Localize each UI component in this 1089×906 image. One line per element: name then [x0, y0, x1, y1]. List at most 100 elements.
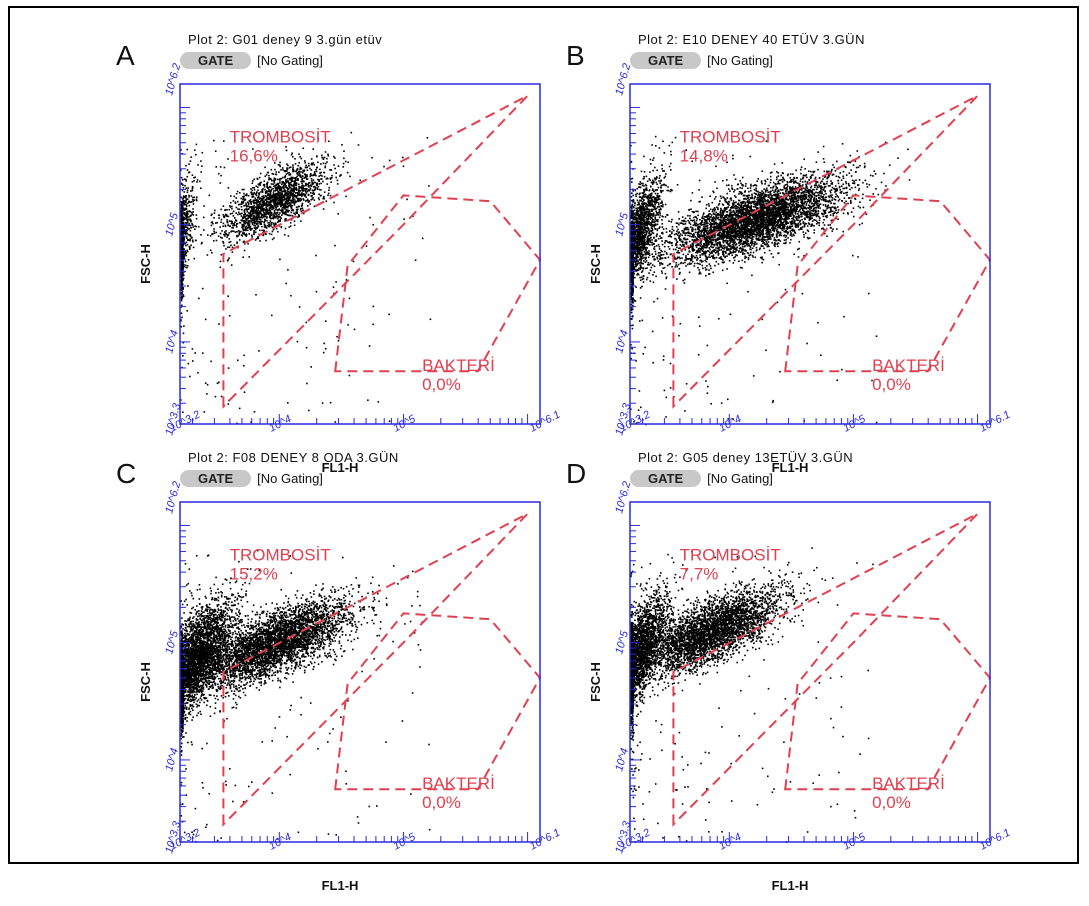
event-dot: [314, 171, 316, 173]
event-dot: [667, 190, 669, 192]
event-dot: [190, 215, 192, 217]
event-dot: [184, 185, 186, 187]
gate-button[interactable]: GATE: [630, 52, 701, 69]
event-dot: [638, 186, 640, 188]
event-dot: [648, 199, 650, 201]
event-dot: [632, 217, 634, 219]
event-dot: [190, 221, 192, 223]
event-dot: [652, 213, 654, 215]
event-dot: [294, 201, 296, 203]
event-dot: [273, 206, 275, 208]
event-dot: [285, 185, 287, 187]
event-dot: [768, 241, 770, 243]
event-dot: [353, 261, 355, 263]
event-dot: [314, 189, 316, 191]
event-dot: [248, 195, 250, 197]
gating-status: [No Gating]: [707, 53, 773, 68]
event-dot: [648, 213, 650, 215]
event-dot: [655, 216, 657, 218]
event-dot: [676, 262, 678, 264]
event-dot: [852, 182, 854, 184]
event-dot: [301, 183, 303, 185]
event-dot: [638, 268, 640, 270]
gate-button[interactable]: GATE: [180, 52, 251, 69]
event-dot: [214, 232, 216, 234]
event-dot: [260, 191, 262, 193]
event-dot: [660, 202, 662, 204]
event-dot: [642, 201, 644, 203]
event-dot: [184, 214, 186, 216]
event-dot: [636, 235, 638, 237]
event-dot: [193, 177, 195, 179]
event-dot: [230, 195, 232, 197]
event-dot: [300, 171, 302, 173]
event-dot: [185, 261, 187, 263]
event-dot: [227, 222, 229, 224]
event-dot: [263, 214, 265, 216]
event-dot: [299, 200, 301, 202]
panel-letter: A: [116, 40, 135, 72]
event-dot: [276, 197, 278, 199]
event-dot: [303, 194, 305, 196]
event-dot: [716, 257, 718, 259]
event-dot: [347, 162, 349, 164]
event-dot: [291, 188, 293, 190]
event-dot: [262, 202, 264, 204]
event-dot: [268, 199, 270, 201]
event-dot: [269, 233, 271, 235]
event-dot: [183, 240, 185, 242]
event-dot: [665, 173, 667, 175]
event-dot: [284, 220, 286, 222]
bakteri-gate-name: BAKTERİ: [422, 356, 495, 375]
event-dot: [662, 184, 664, 186]
event-dot: [259, 197, 261, 199]
event-dot: [642, 204, 644, 206]
event-dot: [196, 196, 198, 198]
event-dot: [655, 189, 657, 191]
event-dot: [652, 183, 654, 185]
event-dot: [291, 212, 293, 214]
event-dot: [631, 227, 633, 229]
event-dot: [290, 222, 292, 224]
event-dot: [323, 352, 325, 354]
event-dot: [310, 174, 312, 176]
event-dot: [300, 190, 302, 192]
event-dot: [643, 223, 645, 225]
event-dot: [369, 217, 371, 219]
event-dot: [670, 154, 672, 156]
event-dot: [633, 261, 635, 263]
event-dot: [264, 208, 266, 210]
event-dot: [265, 202, 267, 204]
event-dot: [264, 186, 266, 188]
event-dot: [325, 348, 327, 350]
event-dot: [268, 214, 270, 216]
event-dot: [321, 178, 323, 180]
event-dot: [730, 197, 732, 199]
event-dot: [639, 222, 641, 224]
event-dot: [645, 258, 647, 260]
event-dot: [264, 225, 266, 227]
event-dot: [181, 312, 183, 314]
event-dot: [322, 181, 324, 183]
event-dot: [304, 188, 306, 190]
event-dot: [333, 164, 335, 166]
event-dot: [646, 176, 648, 178]
event-dot: [183, 200, 185, 202]
event-dot: [233, 211, 235, 213]
event-dot: [347, 324, 349, 326]
event-dot: [655, 211, 657, 213]
event-dot: [652, 224, 654, 226]
event-dot: [292, 166, 294, 168]
event-dot: [241, 206, 243, 208]
event-dot: [263, 184, 265, 186]
event-dot: [234, 225, 236, 227]
event-dot: [656, 233, 658, 235]
event-dot: [649, 190, 651, 192]
event-dot: [273, 237, 275, 239]
event-dot: [793, 204, 795, 206]
event-dot: [297, 216, 299, 218]
event-dot: [656, 177, 658, 179]
event-dot: [233, 231, 235, 233]
event-dot: [310, 185, 312, 187]
